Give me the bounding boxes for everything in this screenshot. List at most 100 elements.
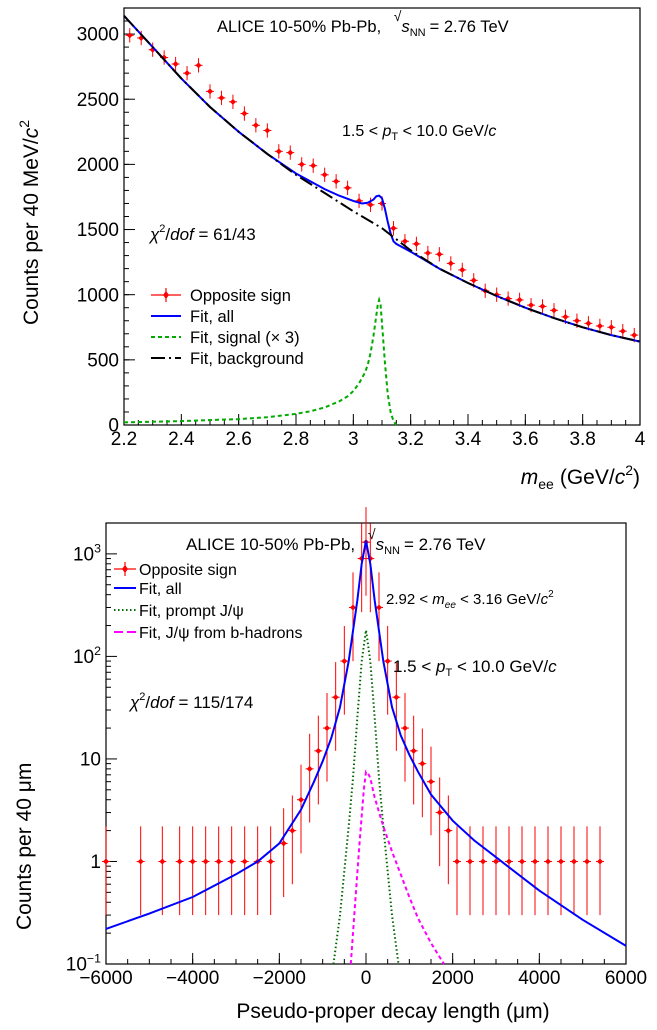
data-point (309, 158, 318, 173)
data-point (349, 572, 357, 662)
y-tick-label: 2500 (77, 90, 119, 111)
series-line (349, 769, 445, 965)
x-tick-label: 3.2 (397, 429, 423, 450)
decay-length-panel: −6000 −4000 −2000 0 2000 4000 6000 1 10 10−1 102 10… (13, 507, 647, 1023)
y-tick-label: 2000 (77, 155, 119, 176)
x-axis-title: mee (GeV/c2) (521, 462, 640, 492)
data-point (102, 826, 110, 916)
data-point (458, 262, 467, 278)
legend-label-fit-bhadrons: Fit, J/ψ from b-hadrons (139, 625, 302, 642)
x-tick-label: 3.6 (512, 429, 538, 450)
collision-header: ALICE 10-50% Pb-Pb, √sNN = 2.76 TeV (186, 526, 486, 557)
mass-range-label: 2.92 < mee < 3.16 GeV/c2 (386, 589, 554, 611)
data-point (323, 692, 331, 782)
pt-range-label: 1.5 < pT < 10.0 GeV/c (393, 657, 557, 679)
data-point (389, 221, 398, 236)
x-tick-label: 0 (361, 968, 372, 989)
data-point (228, 94, 237, 109)
data-point (366, 197, 375, 212)
legend-item-fit-all: Fit, all (114, 581, 182, 598)
x-tick-label: 6000 (605, 968, 647, 989)
collision-header: ALICE 10-50% Pb-Pb, √sNN = 2.76 TeV (217, 8, 509, 39)
y-tick-label-pow: 10−1 (66, 952, 101, 976)
data-point (412, 236, 421, 252)
y-tick-label: 1000 (77, 285, 119, 306)
data-point (266, 826, 275, 916)
data-point (453, 826, 461, 916)
data-point (444, 795, 453, 885)
legend-label-fit-signal: Fit, signal (× 3) (190, 329, 300, 347)
data-point (518, 826, 526, 916)
data-point (446, 256, 455, 271)
x-axis-title: Pseudo-proper decay length (μm) (236, 1000, 549, 1023)
legend-label-fit-all: Fit, all (190, 308, 234, 326)
chi2-label: χ2/dof = 61/43 (148, 223, 256, 244)
legend-label-opposite-sign: Opposite sign (139, 562, 237, 579)
data-point (479, 826, 487, 916)
x-tick-label: 2.4 (168, 429, 195, 450)
y-tick-label: 1 (90, 852, 101, 873)
data-point (596, 826, 604, 916)
data-point (206, 84, 214, 99)
data-point (427, 746, 435, 836)
y-tick-label: 3000 (77, 25, 119, 46)
y-tick-label-pow: 103 (73, 542, 101, 566)
legend-item-fit-prompt: Fit, prompt J/ψ (114, 603, 244, 620)
legend-item-fit-signal: Fit, signal (× 3) (151, 329, 300, 347)
data-point (492, 826, 500, 916)
data-point (240, 106, 249, 121)
data-point (618, 324, 627, 339)
data-point (201, 826, 210, 916)
chi2-label: χ2/dof = 115/174 (128, 691, 253, 712)
series-line (123, 296, 398, 426)
x-tick-label: 2.8 (283, 429, 309, 450)
data-point (544, 826, 552, 916)
x-tick-label: 2000 (432, 968, 474, 989)
legend-label-fit-all: Fit, all (139, 581, 182, 598)
x-tick-label: 4 (635, 429, 646, 450)
x-tick-label: 3 (348, 429, 359, 450)
data-marks (102, 507, 627, 965)
data-point (286, 145, 295, 160)
data-point (217, 90, 226, 106)
data-point (171, 56, 180, 72)
data-point (409, 715, 418, 805)
legend: Opposite sign Fit, all Fit, signal (× 3)… (151, 287, 304, 368)
data-point (505, 826, 513, 916)
data-point (240, 826, 249, 916)
data-point (550, 303, 558, 318)
x-tick-label: 3.8 (569, 429, 595, 450)
data-point (435, 247, 444, 262)
legend-item-fit-background: Fit, background (151, 350, 304, 368)
data-point (392, 662, 401, 751)
data-point (188, 826, 197, 916)
x-tick-label: 2.2 (111, 429, 137, 450)
data-point (175, 826, 184, 916)
data-point (279, 808, 288, 898)
sqrt-radical: √ (394, 8, 402, 24)
data-point (423, 245, 432, 261)
pt-range-label: 1.5 < pT < 10.0 GeV/c (342, 123, 496, 143)
x-tick-label: 2.6 (225, 429, 251, 450)
data-point (557, 826, 565, 916)
data-point (570, 826, 578, 916)
legend-item-fit-all: Fit, all (151, 308, 234, 326)
data-point (263, 123, 272, 138)
legend-label-fit-prompt: Fit, prompt J/ψ (139, 603, 244, 620)
data-point (125, 28, 134, 43)
legend-item-fit-bhadrons: Fit, J/ψ from b-hadrons (114, 625, 302, 642)
data-point (288, 795, 297, 885)
data-point (253, 826, 262, 916)
data-point (418, 728, 427, 818)
data-point (340, 625, 349, 715)
data-point (305, 733, 314, 823)
x-tick-label: −2000 (253, 968, 306, 989)
data-point (314, 715, 323, 805)
y-axis-title: Counts per 40 MeV/c2 (16, 120, 43, 325)
y-axis-title: Counts per 40 μm (13, 763, 36, 930)
data-point (343, 180, 352, 195)
legend-label-opposite-sign: Opposite sign (190, 287, 291, 305)
x-tick-label: −4000 (166, 968, 219, 989)
y-tick-label: 10 (80, 750, 101, 771)
